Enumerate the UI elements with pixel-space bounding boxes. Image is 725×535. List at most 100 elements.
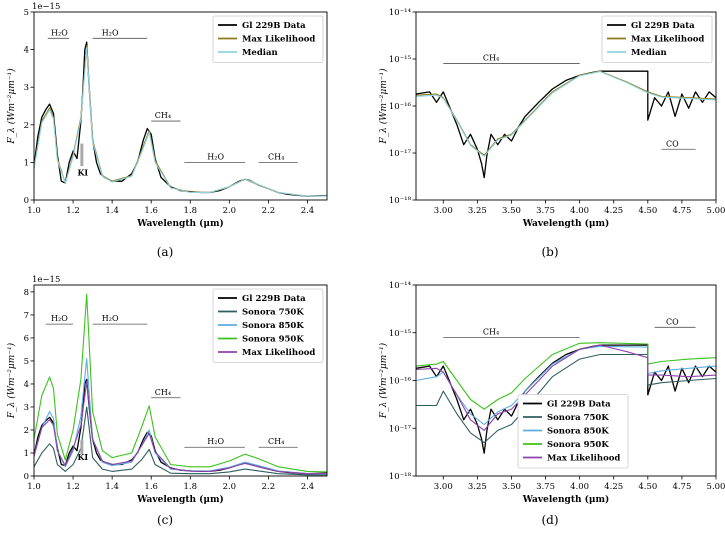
series-line-sonora-950k	[34, 293, 327, 473]
annotation-label: H₂O	[102, 314, 119, 323]
y-tick-label: 0	[24, 196, 29, 206]
legend-label: Sonora 750K	[242, 308, 304, 318]
x-tick-label: 4.50	[638, 206, 657, 216]
x-axis-label: Wavelength (μm)	[136, 494, 224, 505]
y-axis-label: F_λ (Wm⁻²μm⁻¹)	[6, 68, 17, 145]
x-tick-label: 1.6	[144, 206, 158, 216]
legend-label: Gl 229B Data	[242, 294, 306, 304]
y-tick-label: 10⁻¹⁸	[389, 196, 412, 206]
legend-label: Gl 229B Data	[547, 400, 611, 410]
x-tick-label: 1.4	[105, 206, 119, 216]
x-tick-label: 2.0	[223, 206, 237, 216]
y-tick-label: 3	[24, 83, 29, 93]
x-tick-label: 4.00	[570, 482, 589, 492]
series-line-max-likelihood	[416, 344, 716, 431]
x-tick-label: 2.0	[223, 482, 237, 492]
annotation-label: H₂O	[207, 152, 224, 161]
y-tick-label: 6	[24, 334, 29, 344]
x-axis-label: Wavelength (μm)	[522, 218, 610, 229]
legend-label: Max Likelihood	[242, 348, 315, 358]
series-line-sonora-750k	[34, 406, 327, 476]
x-tick-label: 5.00	[707, 206, 725, 216]
x-tick-label: 2.2	[262, 206, 276, 216]
x-tick-label: 5.00	[707, 482, 725, 492]
y-axis-label: F_λ (Wm⁻²μm⁻¹)	[378, 68, 389, 145]
x-tick-label: 3.25	[468, 482, 487, 492]
panel-label: (b)	[541, 245, 558, 259]
plot-frame	[33, 11, 328, 201]
annotation-label: CH₄	[483, 54, 499, 63]
legend-label: Sonora 750K	[547, 413, 609, 423]
legend-box	[212, 288, 324, 363]
x-tick-label: 4.00	[570, 206, 589, 216]
x-tick-label: 1.0	[27, 206, 41, 216]
y-tick-label: 10⁻¹⁷	[389, 149, 412, 159]
series-group	[34, 41, 327, 197]
y-tick-label: 7	[24, 311, 29, 321]
x-tick-label: 1.8	[184, 206, 198, 216]
annotation-label: CH₄	[155, 388, 171, 397]
x-tick-label: 1.4	[105, 482, 119, 492]
legend-label: Max Likelihood	[547, 454, 620, 464]
y-tick-label: 10⁻¹⁸	[389, 472, 412, 482]
y-tick-label: 10⁻¹⁵	[389, 55, 412, 65]
series-line-gl-229b-data	[416, 70, 716, 179]
x-tick-label: 4.50	[638, 482, 657, 492]
legend-label: Max Likelihood	[631, 35, 704, 45]
x-axis-label: Wavelength (μm)	[136, 218, 224, 229]
annotation-label: CH₄	[268, 437, 284, 446]
x-tick-label: 4.75	[672, 482, 691, 492]
x-tick-label: 3.00	[434, 206, 453, 216]
legend-label: Median	[242, 48, 278, 58]
annotation-label: KI	[77, 452, 88, 462]
y-tick-label: 10⁻¹⁴	[389, 8, 412, 18]
y-tick-label: 1	[24, 158, 29, 168]
annotation-label: H₂O	[51, 314, 68, 323]
legend-label: Median	[631, 48, 667, 58]
legend-label: Sonora 850K	[547, 427, 609, 437]
chart-panel-3: 1.0 1.2 1.4 1.6 1.8 2.0 2.2 2.4 0 1 2 3 4 5 6 7 8 Wavelen…	[6, 275, 328, 527]
series-line-sonora-950k	[416, 342, 716, 410]
series-group	[34, 293, 327, 476]
x-tick-label: 3.75	[536, 482, 555, 492]
legend-box	[212, 15, 324, 63]
panel-label: (a)	[157, 245, 174, 259]
annotation-label: CH₄	[268, 152, 284, 161]
chart-panel-4: 3.00 3.25 3.50 3.75 4.00 4.25 4.50 4.75 5.00 10⁻¹…	[378, 281, 725, 527]
y-tick-label: 5	[24, 357, 29, 367]
series-line-median	[416, 71, 716, 157]
x-tick-label: 3.00	[434, 482, 453, 492]
annotation-label: H₂O	[102, 28, 119, 37]
plot-frame	[33, 284, 328, 477]
legend-label: Gl 229B Data	[242, 21, 306, 31]
x-tick-label: 4.25	[604, 482, 623, 492]
panel-label: (c)	[157, 513, 173, 527]
y-tick-label: 1	[24, 449, 29, 459]
legend-label: Sonora 950K	[242, 335, 304, 345]
chart-panel-1: 1.0 1.2 1.4 1.6 1.8 2.0 2.2 2.4 0 1 2 3 4 5 Wavelength…	[6, 2, 328, 259]
x-tick-label: 3.25	[468, 206, 487, 216]
y-offset-label: 1e−15	[32, 2, 60, 12]
y-tick-label: 3	[24, 403, 29, 413]
y-tick-label: 10⁻¹⁶	[389, 377, 412, 387]
y-tick-label: 2	[24, 426, 29, 436]
annotation-label: CH₄	[483, 327, 499, 336]
y-tick-label: 10⁻¹⁷	[389, 424, 412, 434]
y-tick-label: 4	[24, 380, 29, 390]
x-tick-label: 3.75	[536, 206, 555, 216]
annotation-label: CO	[666, 317, 679, 326]
x-tick-label: 1.2	[66, 482, 80, 492]
annotation-marker	[80, 143, 84, 167]
legend: Gl 229B Data Max Likelihood Median	[212, 15, 324, 63]
y-tick-label: 4	[24, 46, 29, 56]
y-tick-label: 0	[24, 472, 29, 482]
y-tick-label: 8	[24, 288, 29, 298]
y-tick-label: 10⁻¹⁶	[389, 102, 412, 112]
series-group	[416, 70, 716, 179]
annotation-marker	[80, 440, 84, 455]
legend: Gl 229B Data Sonora 750K Sonora 850K Sonora…	[212, 288, 324, 363]
y-axis-label: F_λ (Wm⁻²μm⁻¹)	[378, 342, 389, 419]
x-tick-label: 1.6	[144, 482, 158, 492]
chart-panel-2: 3.00 3.25 3.50 3.75 4.00 4.25 4.50 4.75 5.00 10⁻¹…	[378, 8, 725, 259]
annotation-label: KI	[77, 168, 88, 178]
